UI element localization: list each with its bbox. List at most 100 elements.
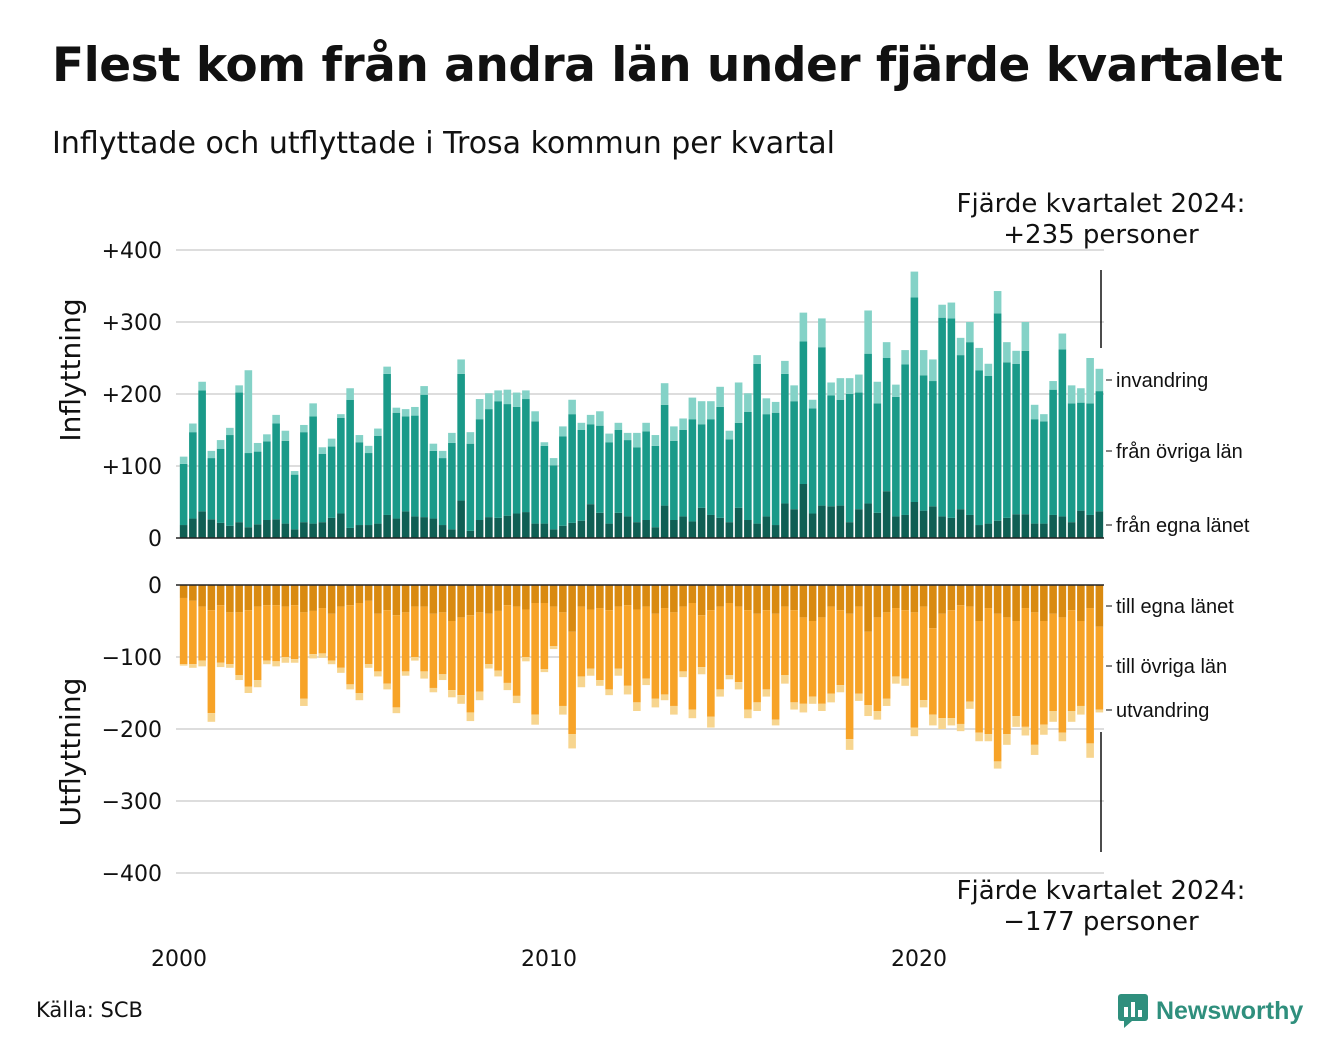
- bar-segment: [1012, 363, 1020, 515]
- bar-segment: [475, 691, 484, 701]
- bar-segment: [189, 664, 197, 668]
- bar-segment: [642, 585, 650, 607]
- bar-segment: [300, 522, 308, 538]
- bar-segment: [781, 373, 789, 504]
- bar-segment: [1077, 621, 1085, 706]
- bar-segment: [438, 450, 447, 459]
- bar-segment: [993, 520, 1002, 538]
- bar-segment: [281, 585, 290, 607]
- bar-segment: [559, 426, 567, 437]
- bar-segment: [401, 409, 410, 417]
- bar-segment: [253, 680, 262, 688]
- bar-segment: [179, 585, 188, 598]
- bar-segment: [623, 432, 632, 441]
- bar-segment: [901, 585, 909, 611]
- bar-segment: [845, 585, 854, 614]
- legend-label: från egna länet: [1116, 515, 1250, 537]
- bar-segment: [549, 606, 558, 647]
- bar-segment: [281, 523, 290, 538]
- bar-segment: [438, 612, 447, 675]
- bar-segment: [614, 606, 623, 669]
- bar-segment: [808, 399, 817, 409]
- bar-segment: [568, 414, 576, 523]
- bar-segment: [808, 696, 817, 704]
- bar-segment: [864, 585, 872, 632]
- bar-segment: [716, 406, 724, 518]
- bar-segment: [531, 714, 539, 725]
- bar-segment: [198, 585, 206, 607]
- bar-segment: [707, 716, 715, 728]
- y-tick-label: 0: [148, 527, 162, 552]
- bar-segment: [633, 702, 641, 711]
- bar-segment: [919, 510, 928, 538]
- bar-segment: [235, 385, 243, 393]
- bar-segment: [1058, 617, 1067, 733]
- bar-segment: [966, 514, 974, 538]
- bar-segment: [910, 585, 919, 613]
- bar-segment: [327, 585, 336, 614]
- bar-segment: [364, 664, 373, 668]
- bar-segment: [392, 518, 401, 538]
- bar-segment: [309, 523, 317, 538]
- bar-segment: [901, 350, 909, 365]
- brand-logo[interactable]: Newsworthy: [1118, 994, 1303, 1028]
- bar-segment: [429, 518, 438, 538]
- bar-segment: [503, 605, 512, 683]
- bar-segment: [281, 606, 290, 657]
- bar-segment: [1030, 404, 1039, 420]
- bar-segment: [956, 585, 965, 606]
- bar-segment: [263, 585, 271, 606]
- bar-segment: [938, 304, 946, 318]
- bar-segment: [198, 381, 206, 391]
- legends: från egna länet från övriga län invandring…: [1106, 370, 1250, 722]
- bar-segment: [827, 382, 835, 396]
- bar-segment: [346, 388, 354, 400]
- y-axis-title: Utflyttning: [54, 678, 87, 827]
- bar-segment: [716, 606, 724, 690]
- bar-segment: [966, 701, 974, 709]
- y-tick-label: −400: [102, 862, 162, 887]
- bar-segment: [660, 383, 669, 405]
- bar-segment: [790, 509, 798, 538]
- bar-segment: [383, 366, 391, 374]
- bar-segment: [670, 585, 678, 613]
- bar-segment: [892, 396, 900, 517]
- bar-segment: [244, 686, 253, 693]
- bar-segment: [670, 426, 678, 441]
- bar-segment: [253, 585, 262, 607]
- bar-segment: [226, 664, 234, 668]
- bar-segment: [198, 390, 206, 512]
- bar-segment: [290, 659, 299, 663]
- bar-segment: [845, 739, 854, 750]
- bar-segment: [679, 418, 687, 430]
- bar-segment: [697, 615, 706, 668]
- bar-segment: [919, 606, 928, 701]
- bar-segment: [531, 421, 539, 524]
- bar-segment: [392, 615, 401, 708]
- bar-segment: [956, 605, 965, 724]
- bar-segment: [1003, 517, 1011, 538]
- bar-segment: [235, 522, 243, 538]
- bar-segment: [179, 463, 188, 526]
- bar-segment: [596, 411, 604, 426]
- bar-segment: [929, 714, 937, 726]
- bar-segment: [1067, 610, 1076, 711]
- bar-segment: [855, 374, 863, 393]
- bar-segment: [845, 394, 854, 523]
- bar-segment: [947, 610, 956, 719]
- bar-segment: [179, 525, 188, 538]
- bar-segment: [938, 718, 946, 729]
- bar-segment: [901, 678, 909, 686]
- bar-segment: [475, 520, 484, 538]
- bar-segment: [1095, 709, 1104, 713]
- annotation-bottom-line2: −177 personer: [1003, 907, 1199, 937]
- bar-segment: [734, 382, 743, 423]
- bar-segment: [1077, 705, 1085, 715]
- bar-segment: [947, 517, 956, 538]
- bar-segment: [207, 610, 216, 714]
- bar-segment: [670, 612, 678, 706]
- bar-segment: [512, 606, 521, 696]
- bar-segment: [679, 585, 687, 607]
- bar-segment: [272, 519, 280, 538]
- bar-segment: [549, 465, 558, 530]
